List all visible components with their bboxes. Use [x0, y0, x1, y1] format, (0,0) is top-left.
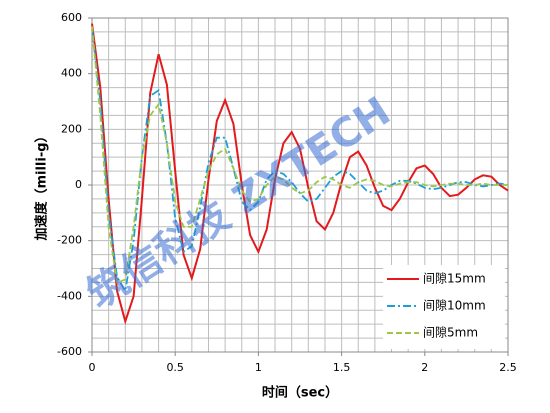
y-tick-label: 400 [61, 67, 82, 80]
x-axis-title: 时间（sec） [262, 385, 338, 401]
watermark: 筑信科技 ZXTECH [79, 88, 399, 318]
legend-text: 间隙10mm [423, 299, 486, 313]
legend-text: 间隙15mm [423, 272, 486, 286]
series-line [91, 23, 509, 325]
x-tick-label: 2.5 [499, 361, 517, 374]
y-axis-title: 加速度（milli-g） [34, 129, 50, 241]
x-tick-label: 2 [421, 361, 428, 374]
x-tick-label: 1.5 [333, 361, 351, 374]
y-tick-label: -200 [57, 234, 82, 247]
x-tick-label: 0.5 [166, 361, 184, 374]
y-tick-label: -400 [57, 289, 82, 302]
x-tick-label: 0 [89, 361, 96, 374]
y-tick-label: 0 [75, 178, 82, 191]
x-tick-label: 1 [255, 361, 262, 374]
y-tick-label: -600 [57, 345, 82, 358]
series-line [91, 28, 509, 294]
y-tick-label: 200 [61, 122, 82, 135]
series-line [91, 26, 508, 284]
legend-text: 间隙5mm [423, 326, 478, 340]
y-tick-label: 600 [61, 11, 82, 24]
